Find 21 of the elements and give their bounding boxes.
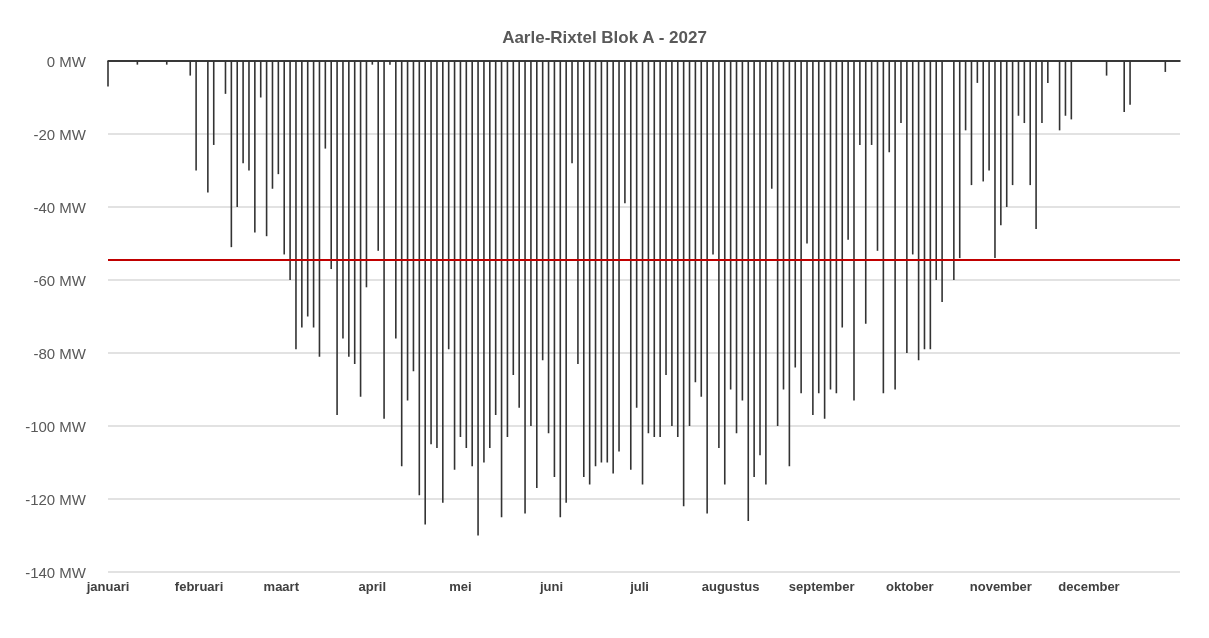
x-tick-label: augustus <box>701 579 760 594</box>
y-tick-label: 0 MW <box>46 52 87 70</box>
x-tick-label: maart <box>263 579 300 594</box>
x-tick-label: mei <box>449 579 472 594</box>
x-tick-label: oktober <box>885 579 934 594</box>
y-tick-label: -100 MW <box>25 417 87 435</box>
x-tick-label: september <box>788 579 855 594</box>
y-tick-label: -20 MW <box>33 125 87 143</box>
x-tick-label: december <box>1058 579 1120 594</box>
x-tick-label: juli <box>629 579 649 594</box>
y-tick-label: -40 MW <box>33 198 87 216</box>
chart-title: Aarle-Rixtel Blok A - 2027 <box>502 28 707 47</box>
y-tick-label: -140 MW <box>25 563 87 581</box>
x-tick-label: februari <box>174 579 224 594</box>
y-tick-label: -80 MW <box>33 344 87 362</box>
y-tick-label: -120 MW <box>25 490 87 508</box>
x-tick-label: april <box>358 579 387 594</box>
x-tick-label: januari <box>85 579 130 594</box>
y-tick-label: -60 MW <box>33 271 87 289</box>
x-tick-label: juni <box>538 579 564 594</box>
x-tick-label: november <box>969 579 1032 594</box>
